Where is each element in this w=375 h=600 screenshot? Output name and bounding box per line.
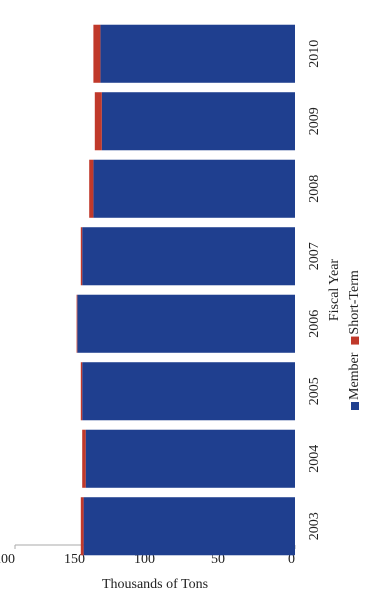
- bar-segment: [83, 497, 295, 556]
- bar-segment: [82, 362, 295, 421]
- x-tick-label: 2007: [307, 242, 322, 270]
- x-tick-label: 2004: [307, 445, 322, 473]
- x-tick-label: 2006: [307, 310, 322, 338]
- bar-segment: [76, 294, 78, 353]
- bar-segment: [89, 159, 94, 218]
- bar-segment: [93, 24, 101, 83]
- x-tick-label: 2005: [307, 377, 322, 405]
- rotated-chart: 0 50 100 150 200 Thousands of Tons 2003 2004 200…: [0, 24, 362, 592]
- y-tick-label: 50: [211, 552, 225, 567]
- y-tick-label: 150: [64, 552, 85, 567]
- x-tick-label: 2003: [307, 512, 322, 540]
- x-tick-label: 2008: [307, 175, 322, 203]
- y-tick-label: 100: [134, 552, 155, 567]
- bar-segment: [80, 227, 83, 286]
- bar-segment: [85, 429, 295, 488]
- y-tick-label: 200: [0, 552, 15, 567]
- bar-segment: [82, 227, 295, 286]
- x-axis-title: Fiscal Year: [327, 259, 342, 322]
- legend-swatch: [351, 402, 359, 410]
- y-axis-title: Thousands of Tons: [102, 577, 208, 592]
- legend-swatch: [351, 336, 359, 345]
- x-tick-label: 2010: [307, 40, 322, 68]
- bar-segment: [77, 294, 295, 353]
- bar-segment: [101, 92, 295, 151]
- bar-segment: [100, 24, 296, 83]
- x-tick-label: 2009: [307, 107, 322, 135]
- legend-label: Member: [347, 352, 362, 400]
- y-tick-label: 0: [288, 552, 295, 567]
- bar-segment: [94, 92, 102, 151]
- bar-segment: [82, 429, 86, 488]
- bar-segment: [80, 362, 83, 421]
- bar-segment: [93, 159, 296, 218]
- legend-label: Short-Term: [347, 270, 362, 334]
- bar-segment: [80, 497, 84, 556]
